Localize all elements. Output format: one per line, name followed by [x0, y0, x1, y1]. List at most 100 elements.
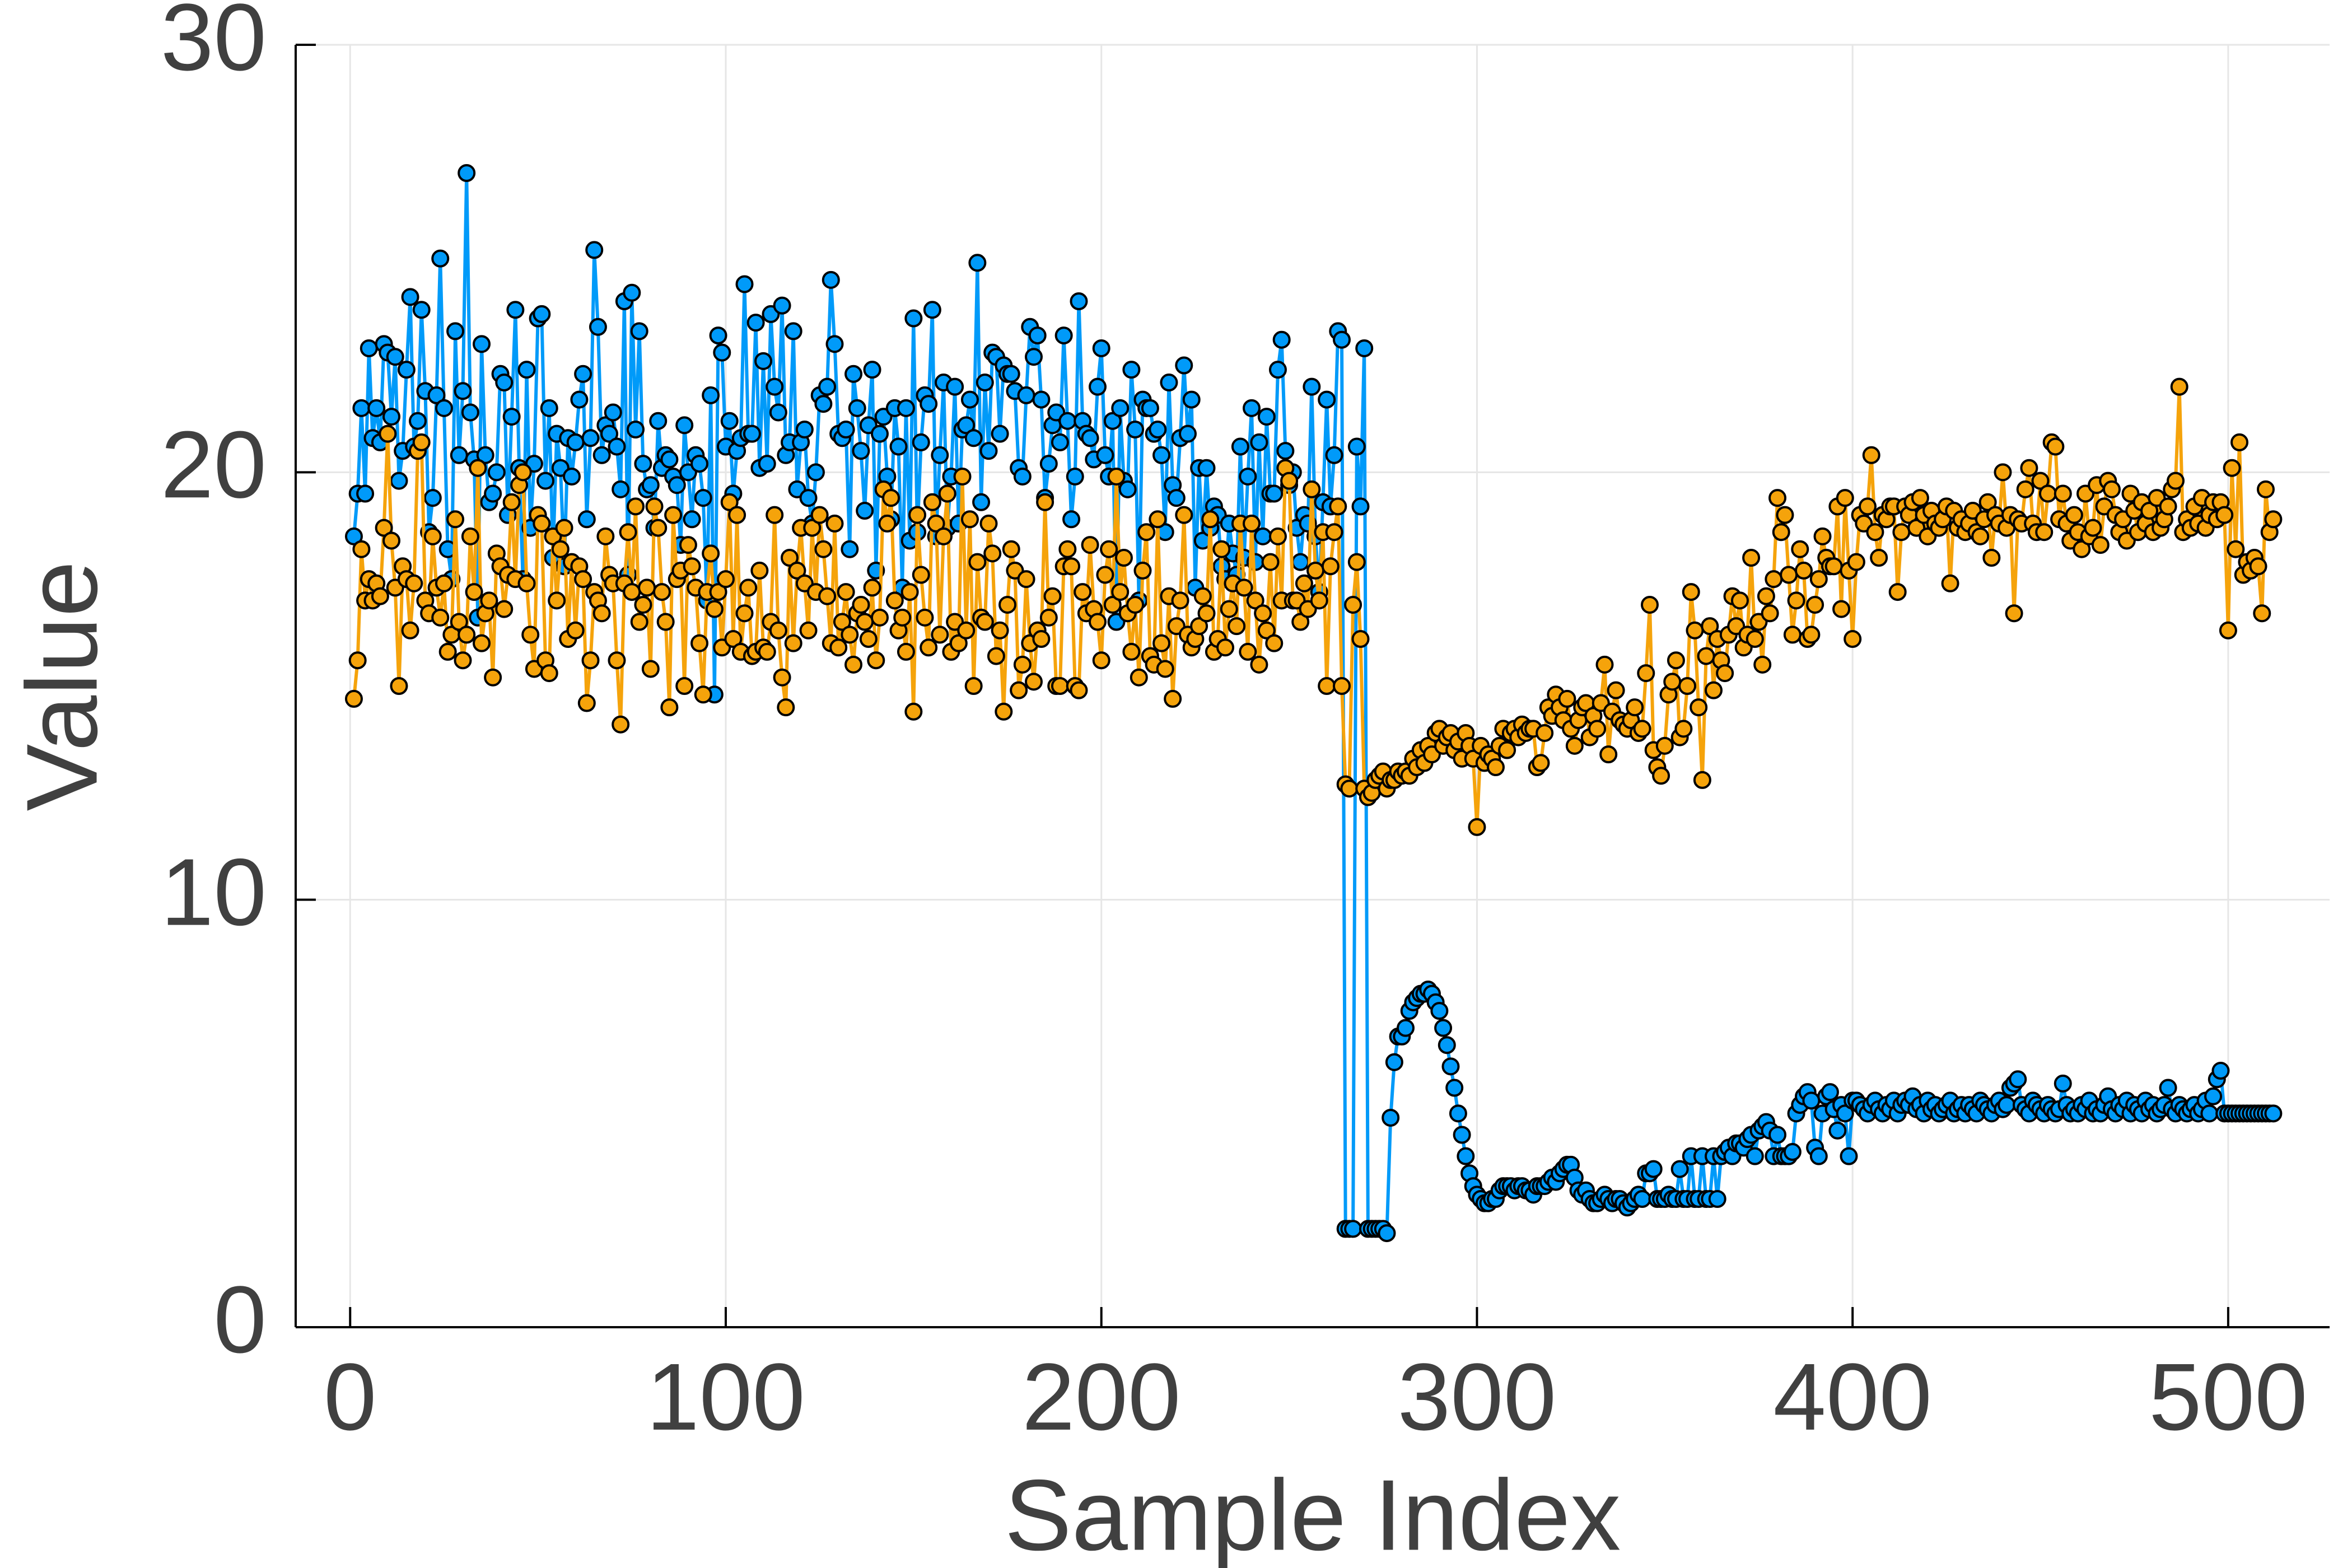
data-point [1220, 600, 1238, 618]
data-point [382, 531, 401, 550]
data-point [1058, 540, 1077, 558]
data-point [371, 587, 389, 605]
data-point [2230, 433, 2249, 451]
data-point [810, 506, 829, 524]
data-point [630, 322, 648, 340]
data-point [1216, 638, 1235, 657]
data-point [694, 685, 712, 704]
y-tick-label: 0 [213, 1267, 267, 1373]
data-point [769, 621, 787, 640]
data-point [1013, 655, 1032, 674]
data-point [641, 476, 660, 494]
data-point [799, 621, 818, 640]
data-point [1092, 651, 1110, 670]
data-point [1280, 472, 1299, 490]
data-point [856, 613, 874, 631]
data-point [964, 429, 983, 447]
data-point [476, 446, 494, 464]
data-point [454, 382, 472, 400]
data-point [1355, 339, 1374, 357]
data-point [987, 647, 1005, 665]
data-point [1160, 374, 1178, 392]
data-point [1043, 587, 1062, 605]
data-point [1265, 634, 1284, 652]
data-point [702, 386, 720, 404]
data-point [1126, 595, 1145, 614]
data-point [604, 403, 622, 422]
data-point [1126, 421, 1145, 438]
data-point [1212, 540, 1231, 558]
data-point [1228, 617, 1246, 636]
data-point [1761, 604, 1779, 623]
data-point [2020, 459, 2038, 477]
data-point [423, 527, 442, 545]
data-point [679, 536, 697, 554]
data-point [1239, 642, 1257, 661]
data-point [397, 361, 416, 379]
data-point [806, 463, 825, 482]
data-point [1351, 630, 1370, 648]
data-point [514, 463, 532, 482]
data-point [1017, 570, 1035, 589]
data-point [1565, 736, 1584, 755]
data-point [360, 339, 378, 357]
data-point [469, 459, 487, 477]
data-point [1794, 561, 1813, 580]
data-point [1321, 557, 1340, 576]
data-point [431, 249, 450, 268]
data-point [375, 519, 393, 537]
data-point [1982, 549, 2001, 567]
data-point [1836, 1104, 1854, 1123]
data-point [1892, 523, 1911, 542]
data-point [1254, 527, 1272, 545]
data-point [585, 241, 604, 259]
data-point [1246, 591, 1264, 610]
data-point [931, 626, 949, 644]
data-point [1051, 433, 1069, 451]
data-point [1250, 433, 1268, 451]
data-point [781, 549, 799, 567]
data-point [825, 335, 844, 353]
data-point [649, 412, 668, 430]
data-point [1002, 365, 1020, 383]
data-point [1768, 1126, 1787, 1144]
data-point [1347, 437, 1366, 456]
data-point [2009, 1070, 2027, 1089]
data-point [1182, 390, 1201, 409]
data-point [386, 348, 404, 366]
data-point [634, 455, 652, 473]
data-point [1156, 660, 1174, 678]
x-tick-label: 200 [1022, 1344, 1181, 1450]
data-point [1054, 326, 1073, 345]
data-point [577, 510, 596, 529]
data-point [983, 544, 1002, 563]
data-point [412, 433, 431, 451]
data-point [683, 557, 701, 576]
data-point [2219, 621, 2237, 640]
data-point [1532, 754, 1550, 772]
data-point [487, 463, 506, 482]
data-point [652, 583, 671, 601]
x-tick-label: 0 [324, 1344, 377, 1450]
data-point [551, 540, 570, 558]
data-point [2159, 1079, 2177, 1097]
data-point [1753, 655, 1772, 674]
data-point [1032, 630, 1051, 648]
data-point [1640, 595, 1659, 614]
data-point [1697, 647, 1715, 665]
data-point [822, 270, 840, 289]
data-point [1197, 459, 1216, 477]
data-point [540, 399, 558, 417]
data-point [856, 502, 874, 520]
data-point [1787, 591, 1805, 610]
data-point [1344, 595, 1362, 614]
data-point [935, 527, 953, 545]
data-point [645, 497, 664, 516]
data-point [2249, 557, 2267, 576]
data-point [675, 416, 694, 435]
data-point [1010, 681, 1028, 699]
data-point [608, 651, 626, 670]
data-point [1231, 437, 1249, 456]
data-point [495, 374, 514, 392]
data-point [1122, 642, 1141, 661]
